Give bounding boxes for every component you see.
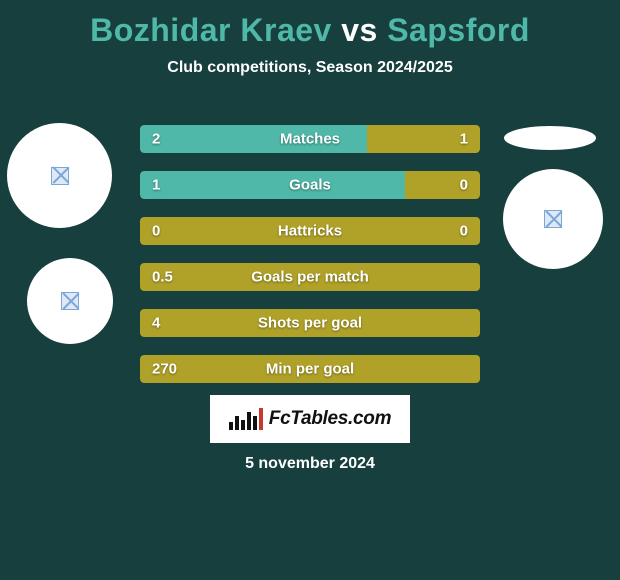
stat-row: 2 1 Matches: [140, 125, 480, 153]
title-player1: Bozhidar Kraev: [90, 12, 332, 48]
page-title: Bozhidar Kraev vs Sapsford: [0, 0, 620, 49]
stat-value-left: 0: [152, 223, 160, 240]
stat-value-right: 0: [460, 223, 468, 240]
stat-row: 0 0 Hattricks: [140, 217, 480, 245]
stat-label: Min per goal: [266, 361, 354, 378]
stat-row: 1 0 Goals: [140, 171, 480, 199]
title-vs: vs: [341, 12, 378, 48]
avatar-player2-ellipse: [504, 126, 596, 150]
comparison-bars: 2 1 Matches 1 0 Goals 0 0 Hattricks 0.5 Goals per …: [140, 125, 480, 401]
subtitle: Club competitions, Season 2024/2025: [0, 59, 620, 77]
title-player2: Sapsford: [387, 12, 530, 48]
stat-value-left: 1: [152, 177, 160, 194]
logo-bars-icon: [229, 408, 263, 430]
fctables-logo: FcTables.com: [210, 395, 410, 443]
stat-label: Goals: [289, 177, 331, 194]
stat-bar-left: [140, 171, 405, 199]
stat-value-right: 1: [460, 131, 468, 148]
stat-bar-right: [405, 171, 480, 199]
avatar-player1-large: [7, 123, 112, 228]
stat-row: 0.5 Goals per match: [140, 263, 480, 291]
stat-row: 4 Shots per goal: [140, 309, 480, 337]
stat-value-left: 4: [152, 315, 160, 332]
stat-value-left: 270: [152, 361, 177, 378]
stat-label: Goals per match: [251, 269, 369, 286]
stat-value-left: 2: [152, 131, 160, 148]
stat-label: Hattricks: [278, 223, 342, 240]
logo-text: FcTables.com: [269, 408, 391, 430]
stat-label: Shots per goal: [258, 315, 362, 332]
broken-image-icon: [544, 210, 562, 228]
date-label: 5 november 2024: [0, 455, 620, 473]
stat-row: 270 Min per goal: [140, 355, 480, 383]
avatar-player1-small: [27, 258, 113, 344]
stat-label: Matches: [280, 131, 340, 148]
stat-value-left: 0.5: [152, 269, 173, 286]
avatar-player2-large: [503, 169, 603, 269]
broken-image-icon: [61, 292, 79, 310]
stat-value-right: 0: [460, 177, 468, 194]
broken-image-icon: [51, 167, 69, 185]
